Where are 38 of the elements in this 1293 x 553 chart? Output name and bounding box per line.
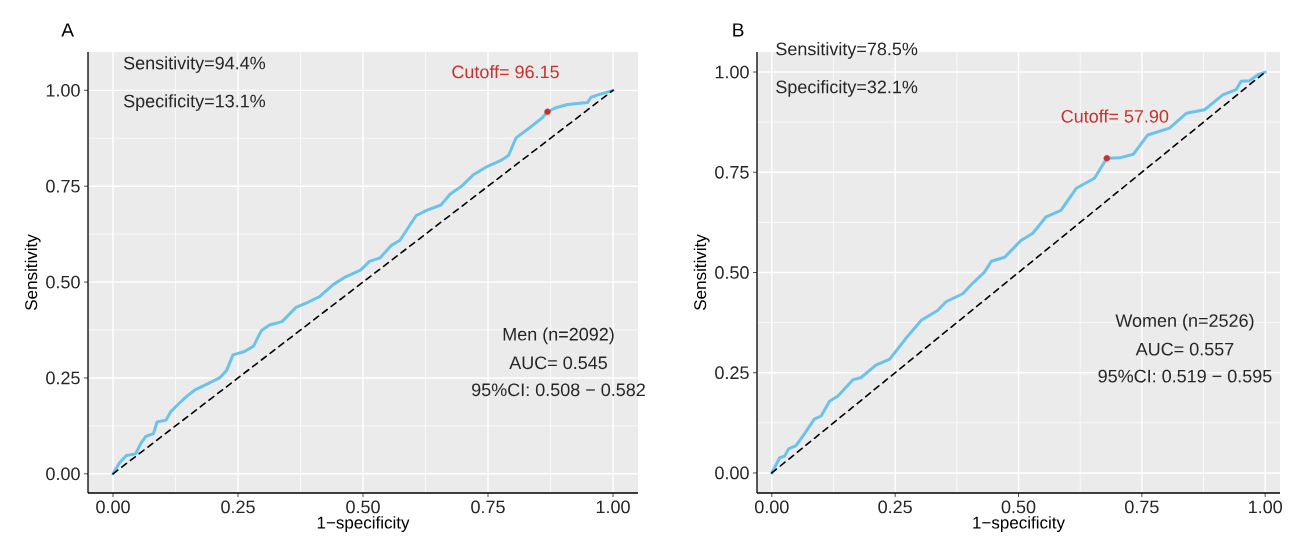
x-tick-label: 0.75: [471, 500, 505, 514]
y-tick-label: 0.75: [46, 179, 80, 193]
annotation: Men (n=2092): [503, 327, 614, 345]
chart-title: B: [733, 23, 744, 37]
y-tick-label: 0.25: [715, 366, 749, 380]
y-tick-label: 0.25: [46, 371, 80, 385]
y-tick-label: 0.00: [46, 467, 80, 481]
chart-title: A: [61, 23, 74, 37]
x-axis-title: 1−specificity: [317, 516, 410, 532]
y-tick-label: 0.50: [715, 266, 749, 279]
annotation: Specificity=32.1%: [776, 80, 918, 97]
y-tick-label: 0.75: [715, 165, 749, 179]
y-tick-label: 1.00: [715, 65, 749, 79]
y-axis-title: Sensitivity: [24, 234, 41, 310]
x-tick-label: 0.50: [346, 500, 380, 514]
annotation: Cutoff= 96.15: [452, 65, 559, 79]
annotation: Cutoff= 57.90: [1061, 109, 1169, 123]
x-tick-label: 1.00: [1249, 500, 1283, 514]
y-tick-label: 0.00: [715, 466, 749, 480]
x-tick-label: 0.00: [755, 500, 789, 514]
annotation: Sensitivity=78.5%: [776, 42, 918, 59]
annotation: AUC= 0.557: [1135, 342, 1234, 356]
x-tick-label: 0.25: [221, 500, 255, 514]
annotation: Specificity=13.1%: [123, 94, 266, 111]
annotation: AUC= 0.545: [509, 356, 607, 370]
x-tick-label: 0.50: [1001, 500, 1036, 514]
x-tick-label: 0.25: [878, 500, 912, 514]
annotation: 95%CI: 0.519 − 0.595: [1098, 369, 1272, 383]
y-tick-label: 1.00: [46, 83, 80, 97]
x-axis-title: 1−specificity: [973, 516, 1065, 532]
annotation: 95%CI: 0.508 − 0.582: [472, 383, 645, 397]
annotation: Sensitivity=94.4%: [123, 56, 266, 73]
x-tick-label: 1.00: [596, 500, 630, 514]
x-tick-label: 0.00: [96, 500, 130, 514]
y-axis-title: Sensitivity: [693, 234, 710, 310]
annotation: Women (n=2526): [1115, 313, 1254, 331]
x-tick-label: 0.75: [1125, 500, 1159, 514]
y-tick-label: 0.50: [46, 275, 80, 289]
